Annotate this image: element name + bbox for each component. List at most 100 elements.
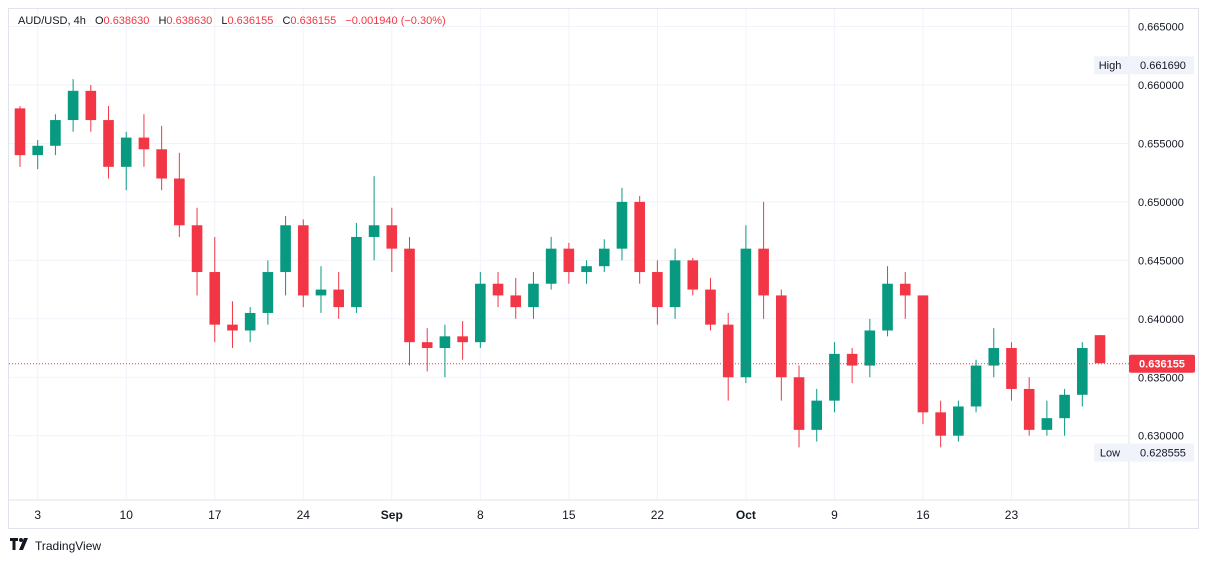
tradingview-branding[interactable]: TradingView <box>10 538 101 553</box>
candle-body <box>439 336 451 349</box>
candle-body <box>687 260 699 290</box>
candle-body <box>297 225 309 296</box>
close-label: C <box>282 15 291 27</box>
candle-body <box>598 248 610 267</box>
change-value: −0.001940 (−0.30%) <box>345 15 446 27</box>
candle-body <box>740 248 752 378</box>
x-tick-label: Oct <box>736 508 756 522</box>
y-tick-label: 0.665000 <box>1138 22 1184 34</box>
candle-body <box>120 137 132 167</box>
candle-body <box>174 178 185 226</box>
candle-body <box>563 248 575 273</box>
last-price-badge <box>1129 354 1195 373</box>
candle-body <box>581 266 592 273</box>
candle-body <box>1023 388 1035 430</box>
open-value: 0.638630 <box>103 15 150 27</box>
candle-body <box>138 137 150 150</box>
y-tick-label: 0.660000 <box>1138 80 1184 92</box>
candles <box>14 79 1106 448</box>
y-tick-label: 0.630000 <box>1138 431 1184 443</box>
interval-label[interactable]: 4h <box>73 15 86 27</box>
x-tick-label: 10 <box>120 508 134 522</box>
y-tick-label: 0.655000 <box>1138 138 1184 150</box>
candle-body <box>14 108 26 156</box>
candle-body <box>988 348 1000 366</box>
candle-body <box>333 289 344 308</box>
x-tick-label: 24 <box>297 508 311 522</box>
candle-body <box>882 283 893 331</box>
candle-body <box>67 90 79 121</box>
candle-body <box>227 324 238 331</box>
low-label: L <box>221 15 228 27</box>
candle-body <box>191 225 203 273</box>
open-label: O <box>94 15 104 27</box>
tradingview-brand: TradingView <box>35 538 102 553</box>
high-value: 0.638630 <box>166 15 213 27</box>
close-value: 0.636155 <box>290 15 337 27</box>
candle-body <box>793 377 805 430</box>
candle-body <box>634 201 645 273</box>
chart-frame <box>8 8 1199 529</box>
x-tick-label: Sep <box>381 508 403 522</box>
symbol-name: AUD/USD <box>18 15 68 27</box>
candle-body <box>85 90 97 121</box>
candle-body <box>280 225 291 273</box>
candle-body <box>404 248 415 343</box>
y-tick-label: 0.645000 <box>1138 255 1184 267</box>
hl-badge-value: 0.661690 <box>1140 60 1186 72</box>
candle-body <box>652 272 663 308</box>
hl-badge-label: High <box>1099 60 1122 72</box>
candle-body <box>953 406 964 436</box>
x-tick-label: 17 <box>208 508 222 522</box>
x-tick-label: 3 <box>34 508 41 522</box>
candle-body <box>528 283 539 308</box>
x-tick-label: 8 <box>477 508 484 522</box>
candle-body <box>899 283 911 296</box>
candle-body <box>386 225 398 249</box>
candle-body <box>209 272 221 325</box>
x-tick-label: 9 <box>831 508 838 522</box>
candle-body <box>1006 348 1017 389</box>
candle-body <box>829 353 840 401</box>
candle-body <box>846 353 858 366</box>
candle-body <box>1076 348 1088 395</box>
candle-body <box>457 336 468 343</box>
candle-body <box>758 248 769 296</box>
candle-body <box>262 272 274 313</box>
candle-body <box>315 289 327 296</box>
candle-body <box>103 120 114 167</box>
hl-badge <box>1094 56 1194 75</box>
candle-body <box>1059 394 1070 419</box>
candle-body <box>935 412 946 436</box>
y-tick-label: 0.635000 <box>1138 372 1184 384</box>
candle-body <box>669 260 681 308</box>
high-label: H <box>158 15 167 27</box>
candle-body <box>776 295 787 378</box>
low-value: 0.636155 <box>227 15 274 27</box>
candle-body <box>492 283 504 296</box>
last-price-value: 0.636155 <box>1139 359 1185 371</box>
x-tick-label: 15 <box>562 508 576 522</box>
candle-body <box>421 342 433 349</box>
y-tick-label: 0.640000 <box>1138 314 1184 326</box>
x-tick-label: 16 <box>916 508 930 522</box>
candle-body <box>368 225 380 237</box>
candle-body <box>510 295 522 308</box>
candle-body <box>475 283 486 343</box>
hl-badge <box>1094 443 1194 462</box>
x-tick-label: 22 <box>651 508 665 522</box>
candle-body <box>1094 335 1106 364</box>
candle-body <box>156 149 167 179</box>
hl-badge-label: Low <box>1100 448 1120 460</box>
candle-body <box>970 365 982 407</box>
candle-body <box>705 289 716 325</box>
x-tick-label: 23 <box>1005 508 1019 522</box>
candle-body <box>811 400 823 430</box>
axes: 0.665000 0.660000 0.655000 0.650000 0.645000… <box>9 9 1198 528</box>
hl-badge-value: 0.628555 <box>1140 448 1186 460</box>
candle-body <box>616 201 628 249</box>
candle-body <box>864 330 876 366</box>
candle-body <box>917 295 929 413</box>
candle-body <box>32 145 44 156</box>
